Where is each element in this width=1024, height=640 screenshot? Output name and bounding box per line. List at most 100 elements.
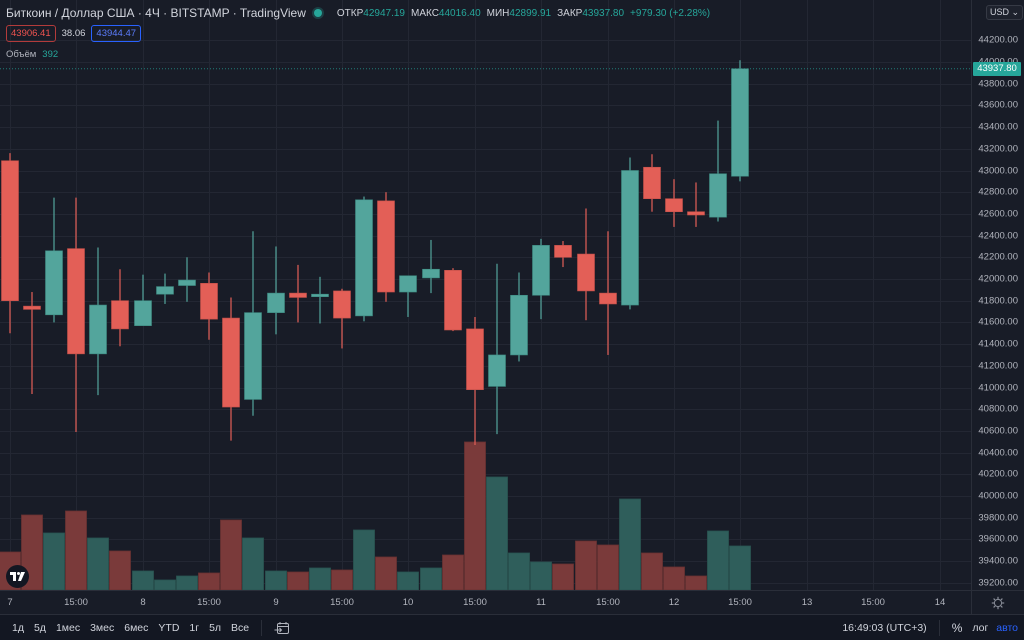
time-tick-label: 14 (934, 597, 946, 608)
volume-bar (397, 571, 419, 590)
candle[interactable] (444, 268, 462, 332)
price-tick-label: 42800.00 (978, 186, 1018, 198)
tradingview-logo-icon[interactable] (6, 565, 29, 588)
clock-timezone[interactable]: 16:49:03 (UTC+3) (842, 621, 927, 634)
time-axis[interactable]: 7 15:00 8 15:00 9 15:00 10 15:00 11 15:00 12 15:00 1… (0, 590, 971, 614)
time-tick-label: 15:00 (728, 597, 752, 608)
range-5d[interactable]: 5д (33, 621, 46, 634)
price-tick-label: 43600.00 (978, 99, 1018, 111)
percent-scale-toggle[interactable]: % (951, 620, 963, 635)
buy-price-button[interactable]: 43944.47 (91, 25, 142, 42)
price-tick-label: 43000.00 (978, 165, 1018, 176)
candle[interactable] (488, 263, 506, 435)
candle[interactable] (89, 247, 107, 396)
candle[interactable] (399, 275, 417, 317)
chart-settings-button[interactable] (971, 590, 1024, 614)
candle[interactable] (466, 316, 484, 446)
candle[interactable] (200, 272, 218, 340)
price-tick-label: 39800.00 (978, 512, 1018, 524)
candle[interactable] (45, 197, 63, 323)
candle[interactable] (577, 208, 595, 321)
candle[interactable] (621, 157, 639, 310)
volume-bar (287, 571, 309, 590)
candle[interactable] (377, 192, 395, 302)
candle[interactable] (532, 238, 550, 320)
candle[interactable] (134, 274, 152, 326)
price-axis[interactable]: 44200.0044000.0043800.0043600.0043400.00… (971, 0, 1024, 590)
candlestick-chart[interactable] (0, 0, 971, 590)
volume-bar (353, 529, 375, 590)
candle[interactable] (267, 246, 285, 335)
range-1d[interactable]: 1д (12, 621, 24, 634)
volume-bar (43, 532, 65, 590)
sell-price-button[interactable]: 43906.41 (6, 25, 56, 42)
volume-bar (530, 561, 552, 590)
candle[interactable] (156, 273, 174, 304)
candle[interactable] (222, 297, 240, 441)
volume-bar (87, 537, 109, 590)
gear-icon (991, 596, 1005, 609)
time-tick-label: 13 (801, 597, 813, 608)
last-price-label: 43937.80 (973, 61, 1021, 76)
price-tick-label: 40600.00 (978, 425, 1018, 437)
price-tick-label: 41600.00 (978, 316, 1018, 328)
close-value: 43937.80 (582, 7, 625, 19)
chart-pane[interactable]: Биткоин / Доллар США · 4Ч · BITSTAMP · T… (0, 0, 971, 590)
candle[interactable] (599, 231, 617, 355)
go-to-date-button[interactable] (274, 621, 290, 635)
candle[interactable] (355, 196, 373, 322)
price-tick-label: 39400.00 (978, 555, 1018, 567)
volume-bar (220, 519, 242, 590)
volume-bar (597, 544, 619, 590)
range-1m[interactable]: 1мес (55, 621, 81, 634)
candle[interactable] (311, 276, 329, 324)
volume-bar (265, 570, 287, 590)
volume-bar (309, 567, 331, 590)
candle[interactable] (23, 292, 41, 395)
candle[interactable] (244, 231, 262, 416)
auto-scale-toggle[interactable]: авто (996, 621, 1018, 634)
candle[interactable] (178, 257, 196, 302)
candle[interactable] (643, 154, 661, 212)
candle[interactable] (665, 179, 683, 227)
candle[interactable] (510, 272, 528, 362)
volume-bar (242, 537, 264, 590)
volume-bar (685, 575, 707, 590)
time-tick-label: 7 (7, 597, 13, 608)
candle[interactable] (554, 241, 572, 268)
candle[interactable] (289, 264, 307, 323)
range-ytd[interactable]: YTD (158, 621, 180, 634)
time-tick-label: 15:00 (64, 597, 88, 608)
volume-bar (65, 510, 87, 590)
currency-selector[interactable]: USD ⌄ (986, 5, 1024, 20)
volume-bar (641, 552, 663, 590)
volume-bar (198, 572, 220, 590)
candle[interactable] (709, 120, 727, 222)
chevron-down-icon: ⌄ (1011, 7, 1020, 17)
candle[interactable] (731, 60, 749, 182)
candle[interactable] (687, 182, 705, 227)
price-tick-label: 43800.00 (978, 78, 1018, 90)
volume-bar (619, 498, 641, 590)
close-label: ЗАКР (557, 7, 583, 19)
candle[interactable] (422, 239, 440, 294)
range-3m[interactable]: 3мес (90, 621, 115, 634)
price-tick-label: 42000.00 (978, 273, 1018, 285)
candle[interactable] (333, 288, 351, 349)
volume-label[interactable]: Объём (6, 49, 37, 60)
volume-bar (575, 540, 597, 590)
log-scale-toggle[interactable]: лог (972, 621, 989, 634)
candle[interactable] (67, 197, 85, 432)
volume-bar (707, 530, 729, 590)
range-all[interactable]: Все (231, 621, 250, 634)
open-label: ОТКР (336, 7, 364, 19)
range-5y[interactable]: 5л (209, 621, 222, 634)
range-1y[interactable]: 1г (189, 621, 200, 634)
range-6m[interactable]: 6мес (124, 621, 149, 634)
symbol-title[interactable]: Биткоин / Доллар США · 4Ч · BITSTAMP · T… (6, 6, 306, 20)
currency-label: USD (990, 7, 1010, 17)
spread-value: 38.06 (61, 28, 86, 39)
candle[interactable] (1, 153, 19, 334)
candle[interactable] (111, 269, 129, 347)
price-tick-label: 42200.00 (978, 251, 1018, 263)
